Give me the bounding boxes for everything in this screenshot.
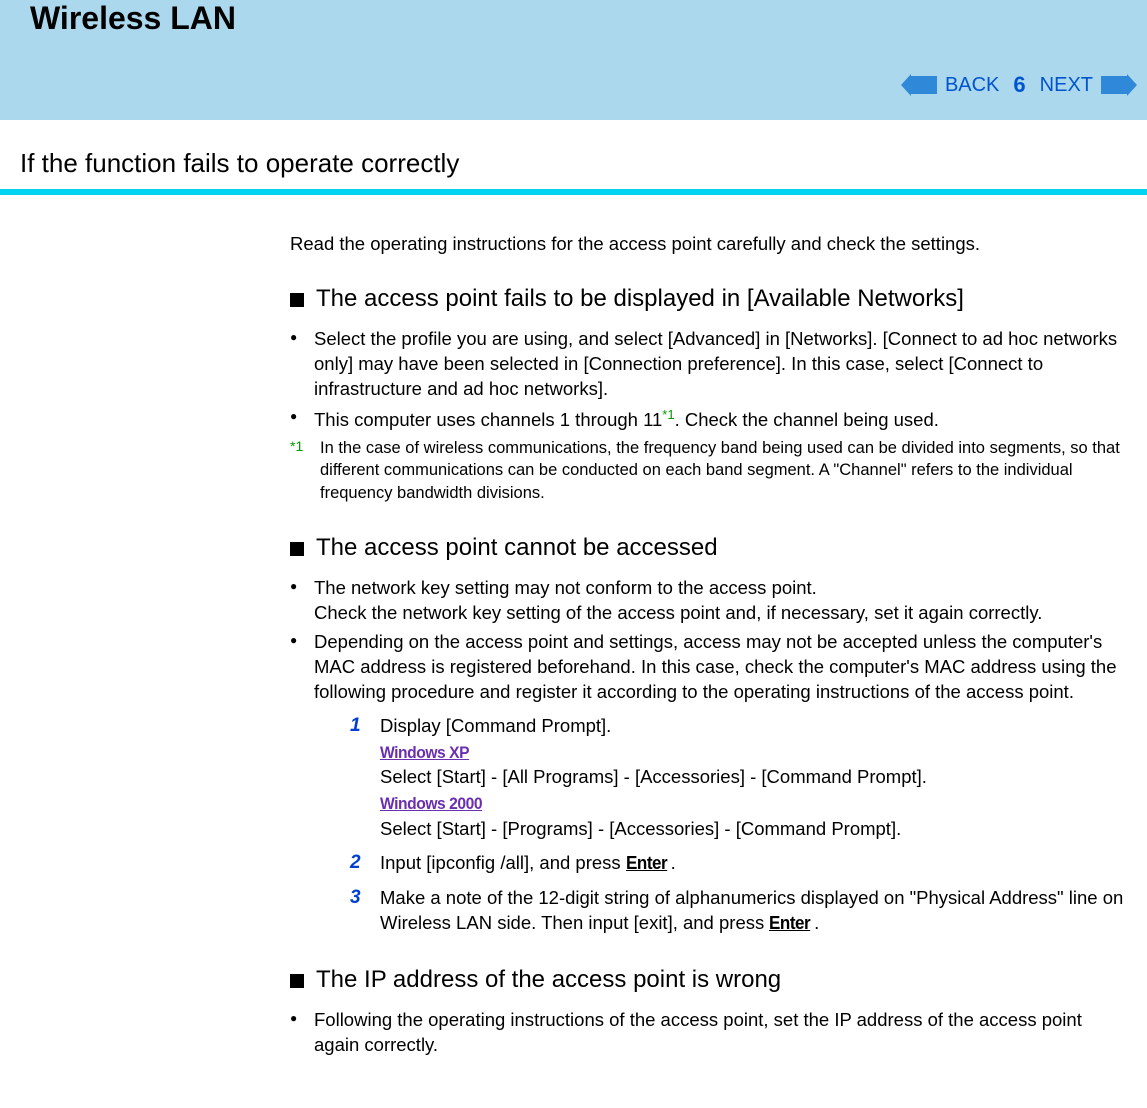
step-text-a: Make a note of the 12-digit string of al… xyxy=(380,887,1123,934)
os-label-xp: Windows XP xyxy=(380,741,1067,765)
step-text: Select [Start] - [All Programs] - [Acces… xyxy=(380,764,1127,790)
subhead-text: The access point cannot be accessed xyxy=(316,534,718,562)
footnote-marker: *1 xyxy=(290,437,310,504)
step-body: Display [Command Prompt]. Windows XP Sel… xyxy=(380,713,1127,842)
square-bullet-icon xyxy=(290,542,304,556)
subhead-text: The access point fails to be displayed i… xyxy=(316,285,964,313)
intro-text: Read the operating instructions for the … xyxy=(290,233,1127,255)
step-text-b: . xyxy=(671,852,676,873)
document-title: Wireless LAN xyxy=(30,0,1117,37)
section-title-wrap: If the function fails to operate correct… xyxy=(0,120,1147,185)
step-text-a: Input [ipconfig /all], and press xyxy=(380,852,626,873)
bullet-line: The network key setting may not conform … xyxy=(314,576,1127,601)
subhead-text: The IP address of the access point is wr… xyxy=(316,966,781,994)
os-label-2000: Windows 2000 xyxy=(380,792,1067,816)
bullet-item: This computer uses channels 1 through 11… xyxy=(290,406,1127,433)
square-bullet-icon xyxy=(290,974,304,988)
step-number: 2 xyxy=(350,850,368,877)
bullet-item: Following the operating instructions of … xyxy=(290,1008,1127,1058)
subhead: The access point fails to be displayed i… xyxy=(290,285,1127,313)
step-number: 1 xyxy=(350,713,368,842)
bullet-text-a: This computer uses channels 1 through 11 xyxy=(314,409,662,430)
subhead: The access point cannot be accessed xyxy=(290,534,1127,562)
footnote-text: In the case of wireless communications, … xyxy=(320,437,1127,504)
subhead: The IP address of the access point is wr… xyxy=(290,966,1127,994)
bullet-item: Depending on the access point and settin… xyxy=(290,630,1127,705)
back-arrow-icon[interactable] xyxy=(901,74,937,96)
back-link[interactable]: BACK xyxy=(945,74,999,97)
header-bar: Wireless LAN BACK 6 NEXT xyxy=(0,0,1147,120)
step-number: 3 xyxy=(350,885,368,937)
bullet-list: Following the operating instructions of … xyxy=(290,1008,1127,1058)
next-link[interactable]: NEXT xyxy=(1040,74,1093,97)
step-text: Display [Command Prompt]. xyxy=(380,713,1127,739)
page-number: 6 xyxy=(1013,72,1025,98)
subsection-cannot-access: The access point cannot be accessed The … xyxy=(290,534,1127,936)
bullet-text-b: . Check the channel being used. xyxy=(675,409,939,430)
key-enter: Enter xyxy=(769,910,810,936)
step-item: 2 Input [ipconfig /all], and press Enter… xyxy=(350,850,1127,877)
step-item: 1 Display [Command Prompt]. Windows XP S… xyxy=(350,713,1127,842)
step-list: 1 Display [Command Prompt]. Windows XP S… xyxy=(290,713,1127,937)
step-text: Select [Start] - [Programs] - [Accessori… xyxy=(380,816,1127,842)
key-enter: Enter xyxy=(626,850,667,876)
subsection-available-networks: The access point fails to be displayed i… xyxy=(290,285,1127,504)
bullet-list: The network key setting may not conform … xyxy=(290,576,1127,705)
nav-bar: BACK 6 NEXT xyxy=(901,72,1137,98)
bullet-line: Check the network key setting of the acc… xyxy=(314,601,1127,626)
square-bullet-icon xyxy=(290,293,304,307)
subsection-ip-wrong: The IP address of the access point is wr… xyxy=(290,966,1127,1058)
section-title: If the function fails to operate correct… xyxy=(20,148,1127,179)
bullet-list: Select the profile you are using, and se… xyxy=(290,327,1127,433)
content-area: Read the operating instructions for the … xyxy=(0,195,1147,1108)
step-text-b: . xyxy=(814,912,819,933)
next-arrow-icon[interactable] xyxy=(1101,74,1137,96)
footnote: *1 In the case of wireless communication… xyxy=(290,437,1127,504)
bullet-item: Select the profile you are using, and se… xyxy=(290,327,1127,402)
step-body: Make a note of the 12-digit string of al… xyxy=(380,885,1127,937)
footnote-ref: *1 xyxy=(662,407,674,422)
bullet-item: The network key setting may not conform … xyxy=(290,576,1127,626)
step-item: 3 Make a note of the 12-digit string of … xyxy=(350,885,1127,937)
step-body: Input [ipconfig /all], and press Enter. xyxy=(380,850,1127,877)
